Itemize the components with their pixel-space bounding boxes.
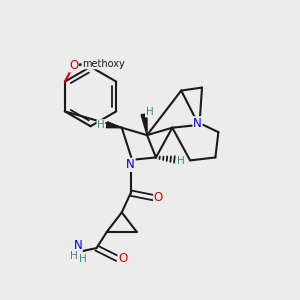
Text: H: H <box>97 120 105 130</box>
Text: methoxy: methoxy <box>82 59 125 69</box>
Text: H: H <box>177 156 185 166</box>
Polygon shape <box>106 122 122 128</box>
Text: H: H <box>146 107 153 117</box>
Text: H: H <box>79 254 87 264</box>
Text: H: H <box>70 251 77 261</box>
Text: O: O <box>118 252 127 265</box>
Text: N: N <box>126 158 135 171</box>
Text: N: N <box>74 238 82 252</box>
Text: O: O <box>69 59 78 72</box>
Text: methoxy: methoxy <box>95 61 102 62</box>
Text: O: O <box>154 191 163 204</box>
Text: N: N <box>193 117 202 130</box>
Polygon shape <box>141 114 147 135</box>
